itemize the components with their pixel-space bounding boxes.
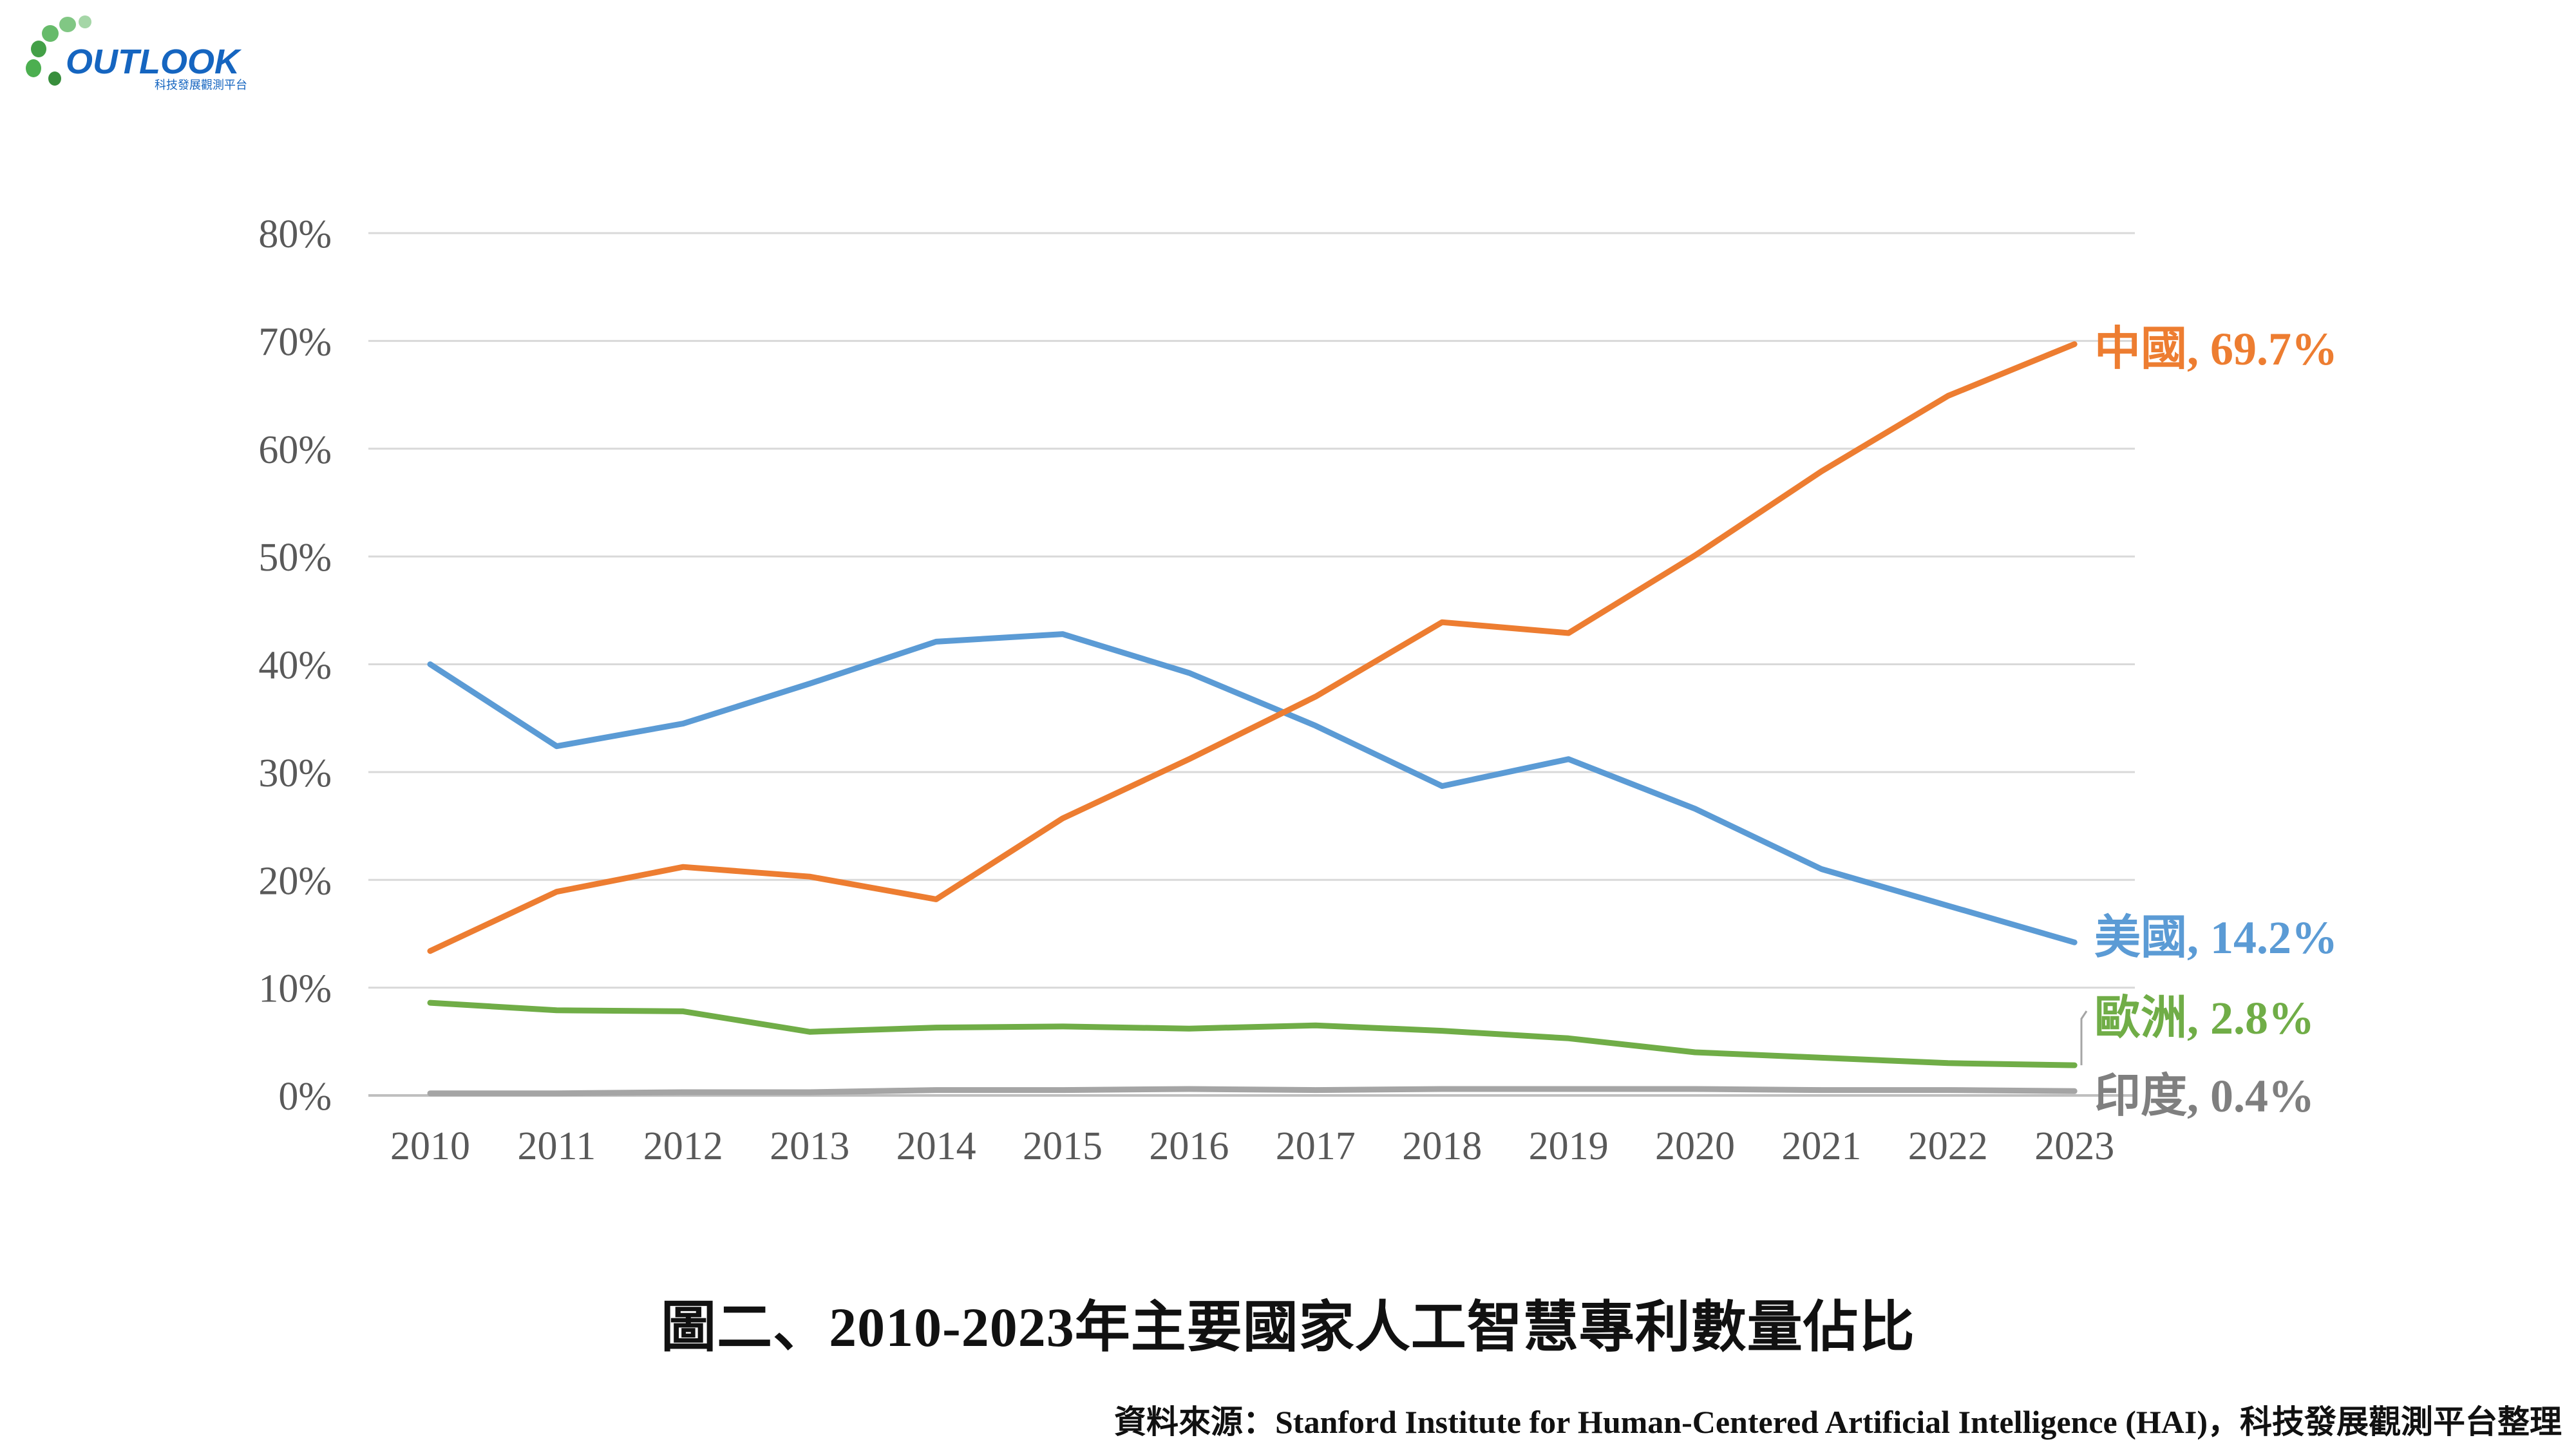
x-tick-label: 2015	[1023, 1124, 1103, 1168]
series-end-labels: 中國, 69.7% 美國, 14.2% 歐洲, 2.8% 印度, 0.4%	[2080, 323, 2338, 1122]
logo-dots-icon	[26, 15, 91, 86]
y-tick-label: 40%	[258, 644, 332, 688]
series-end-label: 歐洲, 2.8%	[2094, 992, 2315, 1044]
x-tick-label: 2014	[896, 1124, 976, 1168]
x-tick-label: 2017	[1276, 1124, 1356, 1168]
x-tick-label: 2020	[1655, 1124, 1735, 1168]
series-lines	[427, 341, 2078, 1097]
y-tick-label: 70%	[258, 320, 332, 364]
outlook-logo: OUTLOOK 科技發展觀測平台	[26, 15, 247, 92]
source-note: 資料來源：Stanford Institute for Human-Center…	[1114, 1404, 2562, 1440]
x-tick-label: 2012	[643, 1124, 723, 1168]
figure-caption: 圖二、2010-2023年主要國家人工智慧專利數量佔比	[661, 1296, 1915, 1358]
label-leader-line	[2080, 1010, 2088, 1066]
y-tick-label: 80%	[258, 213, 332, 256]
x-tick-label: 2016	[1149, 1124, 1229, 1168]
x-tick-label: 2019	[1529, 1124, 1609, 1168]
series-line-中國	[427, 341, 2078, 954]
series-end-label: 美國, 14.2%	[2094, 912, 2338, 963]
logo-subtext: 科技發展觀測平台	[155, 79, 247, 92]
y-tick-label: 20%	[258, 859, 332, 903]
x-tick-label: 2021	[1781, 1124, 1861, 1168]
x-tick-label: 2013	[770, 1124, 849, 1168]
x-axis-ticks: 2010 2011 2012 2013 2014 2015 2016 2017 2018 2019…	[390, 1124, 2114, 1168]
series-line-印度	[427, 1086, 2078, 1097]
x-tick-label: 2022	[1908, 1124, 1988, 1168]
y-tick-label: 10%	[258, 967, 332, 1011]
x-tick-label: 2011	[518, 1124, 596, 1168]
x-tick-label: 2023	[2034, 1124, 2114, 1168]
series-end-label: 印度, 0.4%	[2094, 1070, 2315, 1122]
series-line-歐洲	[427, 999, 2078, 1068]
y-tick-label: 50%	[258, 536, 332, 580]
y-axis-ticks: 0% 10% 20% 30% 40% 50% 60% 70% 80%	[258, 213, 332, 1119]
x-tick-label: 2018	[1402, 1124, 1482, 1168]
y-tick-label: 30%	[258, 752, 332, 795]
x-tick-label: 2010	[390, 1124, 470, 1168]
grid-lines	[368, 232, 2135, 1097]
y-tick-label: 0%	[278, 1075, 332, 1119]
series-line-美國	[427, 631, 2078, 945]
y-tick-label: 60%	[258, 428, 332, 472]
logo-text: OUTLOOK	[66, 43, 242, 81]
series-end-label: 中國, 69.7%	[2094, 323, 2338, 375]
